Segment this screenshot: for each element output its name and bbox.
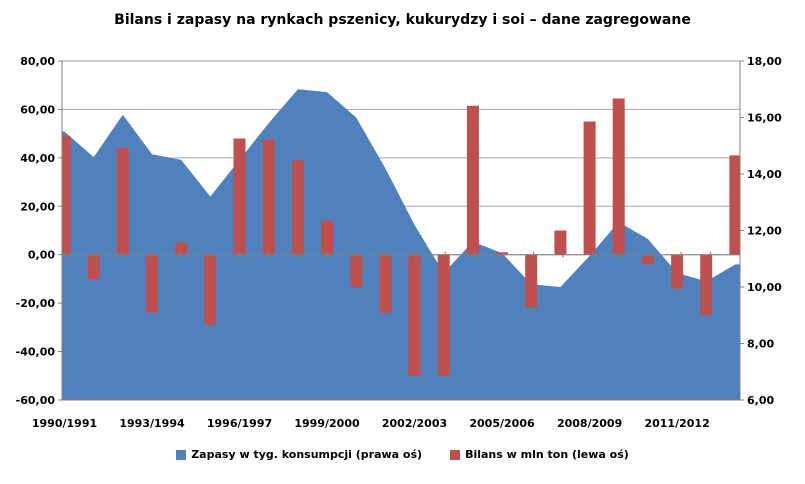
chart-title: Bilans i zapasy na rynkach pszenicy, kuk…	[114, 12, 691, 28]
balance-bar	[496, 252, 508, 255]
legend-swatch-balance-icon	[450, 449, 461, 460]
legend-label-stocks: Zapasy w tyg. konsumpcji (prawa oś)	[191, 448, 423, 461]
balance-bar	[379, 254, 392, 313]
balance-bar	[408, 254, 421, 376]
balance-bar	[233, 138, 246, 255]
y-axis-label-right: 18,00	[747, 55, 782, 68]
x-axis-label: 1993/1994	[119, 417, 185, 430]
y-axis-label-left: -40,00	[16, 346, 56, 359]
y-axis-label-left: 40,00	[20, 152, 55, 165]
y-axis-label-right: 6,00	[747, 394, 774, 407]
legend-item-balance: Bilans w mln ton (lewa oś)	[450, 448, 629, 461]
x-axis-label: 2008/2009	[557, 417, 622, 430]
x-axis-label: 1996/1997	[207, 417, 272, 430]
balance-bar	[729, 155, 740, 255]
legend-swatch-stocks-icon	[176, 449, 187, 460]
y-axis-label-right: 8,00	[747, 338, 774, 351]
y-axis-label-left: 60,00	[20, 103, 55, 116]
x-axis-label: 1990/1991	[32, 417, 97, 430]
balance-bar	[466, 105, 479, 255]
balance-bar	[204, 254, 217, 325]
y-axis-label-left: 80,00	[20, 55, 55, 68]
y-axis-label-right: 16,00	[747, 112, 782, 125]
balance-bar	[146, 254, 158, 313]
balance-bar	[350, 254, 363, 288]
y-axis-label-left: -60,00	[16, 394, 56, 407]
balance-bar	[437, 254, 450, 376]
balance-bar	[671, 254, 684, 289]
balance-bar	[583, 121, 596, 255]
balance-bar	[62, 136, 71, 255]
x-axis-label: 1999/2000	[294, 417, 360, 430]
balance-bar	[116, 148, 129, 255]
x-axis-label: 2005/2006	[469, 417, 535, 430]
balance-bar	[87, 254, 100, 279]
x-axis-label: 2011/2012	[644, 417, 709, 430]
balance-bars-group	[62, 98, 740, 376]
y-axis-label-right: 14,00	[747, 168, 782, 181]
legend-item-stocks: Zapasy w tyg. konsumpcji (prawa oś)	[176, 448, 422, 461]
balance-bar	[291, 160, 304, 255]
y-axis-label-right: 12,00	[747, 225, 782, 238]
balance-bar	[321, 220, 333, 255]
balance-bar	[612, 98, 625, 255]
y-axis-label-left: -20,00	[16, 297, 56, 310]
balance-bar	[700, 254, 713, 316]
legend-label-balance: Bilans w mln ton (lewa oś)	[465, 448, 629, 461]
y-axis-label-left: 0,00	[28, 249, 55, 262]
x-axis-label: 2002/2003	[382, 417, 447, 430]
balance-bar	[554, 230, 567, 255]
balance-bar	[175, 242, 188, 255]
balance-bar	[641, 254, 654, 265]
stocks-area	[62, 89, 740, 400]
y-axis-label-right: 10,00	[747, 281, 782, 294]
y-axis-label-left: 20,00	[20, 200, 55, 213]
plot-area: 80,00 60,00 40,00 20,00 0,00 -20,00 -40,00 -60,…	[16, 55, 782, 430]
balance-bar	[262, 139, 275, 255]
balance-bar	[525, 254, 538, 308]
legend: Zapasy w tyg. konsumpcji (prawa oś) Bila…	[0, 448, 805, 461]
